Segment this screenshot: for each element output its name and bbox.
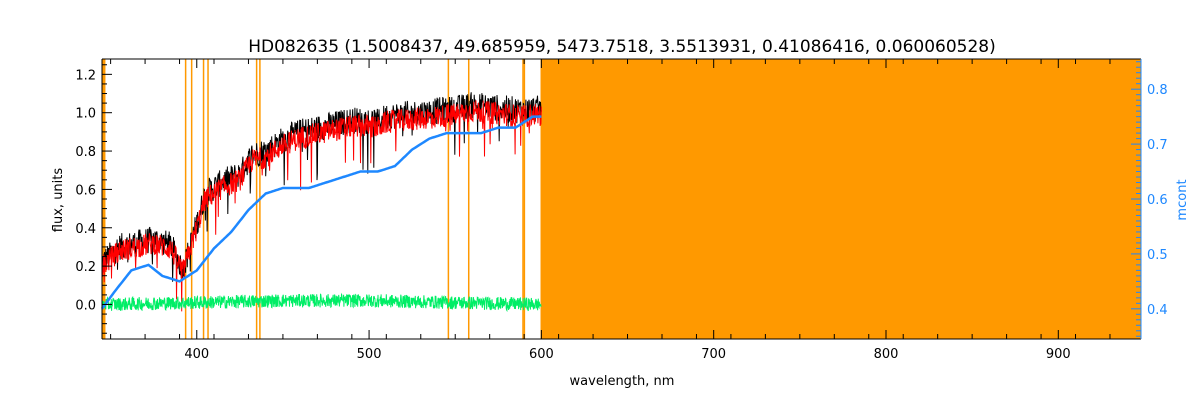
masked-region [190, 59, 193, 339]
y-tick-label: 1.0 [75, 107, 96, 122]
y-axis-label: flux, units [51, 168, 66, 233]
axis-ticks: 400 500 600 700 800 900 0.0 0.2 0.4 0.6 0.8 1.0 1.2 0… [75, 59, 1168, 362]
masked-region [522, 59, 524, 339]
chart-title: HD082635 (1.5008437, 49.685959, 5473.751… [248, 37, 996, 57]
x-tick-label: 800 [874, 347, 899, 362]
y2-tick-label: 0.6 [1147, 193, 1168, 208]
y2-tick-label: 0.5 [1147, 248, 1168, 263]
y-tick-label: 0.6 [75, 183, 96, 198]
y2-axis-label: mcont [1175, 179, 1190, 220]
model-flux-line [101, 100, 542, 312]
y2-tick-label: 0.8 [1147, 83, 1168, 98]
masked-region [447, 59, 450, 339]
x-tick-label: 700 [701, 347, 726, 362]
masked-region [523, 59, 526, 339]
y-tick-label: 0.8 [75, 145, 96, 160]
masked-region [540, 59, 1141, 339]
x-tick-label: 600 [529, 347, 554, 362]
masked-region [467, 59, 470, 339]
data-lines [100, 92, 542, 313]
continuum-line [100, 115, 542, 310]
y2-tick-label: 0.7 [1147, 138, 1168, 153]
masked-region [255, 59, 258, 339]
y-tick-label: 0.0 [75, 298, 96, 313]
x-tick-label: 500 [357, 347, 382, 362]
y2-tick-label: 0.4 [1147, 303, 1168, 318]
masked-region [184, 59, 187, 339]
x-axis-label: wavelength, nm [570, 374, 675, 389]
x-tick-label: 900 [1046, 347, 1071, 362]
residual-line [101, 292, 542, 313]
x-tick-label: 400 [184, 347, 209, 362]
masked-regions [102, 59, 1141, 339]
y-tick-label: 0.4 [75, 222, 96, 237]
y-tick-label: 1.2 [75, 68, 96, 83]
y-tick-label: 0.2 [75, 260, 96, 275]
